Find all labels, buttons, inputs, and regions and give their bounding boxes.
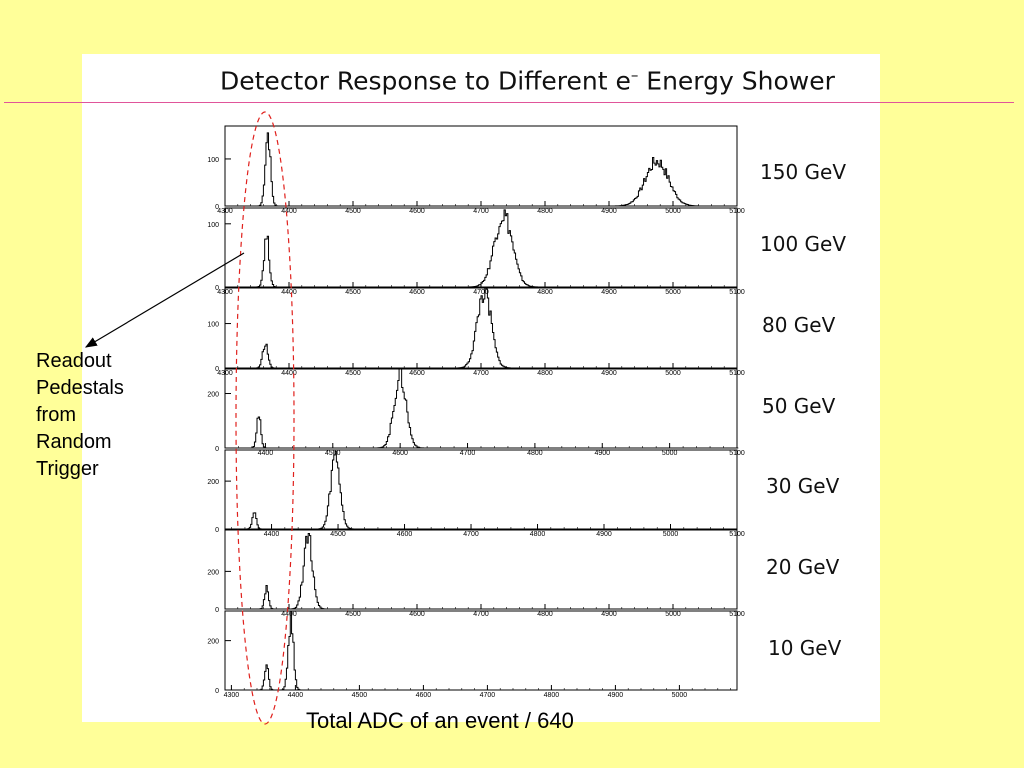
x-tick-label: 4700: [473, 208, 489, 215]
x-tick-label: 4700: [473, 611, 489, 618]
histogram-frame: [224, 610, 738, 691]
y-tick-label: 0: [215, 366, 219, 373]
y-tick-label: 0: [215, 607, 219, 614]
histogram-series: [225, 451, 737, 530]
pedestal-annotation: Readout Pedestals from Random Trigger: [36, 348, 124, 483]
x-tick-label: 4900: [608, 692, 624, 699]
x-tick-label: 4600: [397, 531, 413, 538]
x-tick-label: 4300: [224, 692, 240, 699]
pedestal-ellipse: [235, 111, 295, 725]
histogram-series: [225, 610, 737, 691]
y-tick-label: 0: [215, 285, 219, 292]
x-tick-label: 4800: [544, 692, 560, 699]
x-tick-label: 4600: [416, 692, 432, 699]
annotation-line: Pedestals: [36, 377, 124, 399]
annotation-line: Random: [36, 431, 112, 453]
x-tick-label: 4600: [409, 208, 425, 215]
histogram-frame: [224, 529, 738, 610]
y-tick-label: 200: [207, 479, 219, 486]
y-tick-label: 0: [215, 446, 219, 453]
annotation-line: Trigger: [36, 458, 99, 480]
title-superscript: –: [630, 66, 639, 84]
x-tick-label: 4600: [409, 611, 425, 618]
x-tick-label: 4500: [345, 289, 361, 296]
x-tick-label: 4500: [345, 370, 361, 377]
x-tick-label: 4400: [258, 450, 274, 457]
x-tick-label: 4700: [473, 370, 489, 377]
y-tick-label: 200: [207, 392, 219, 399]
histogram-frame: [224, 287, 738, 369]
x-tick-label: 4900: [596, 531, 612, 538]
x-tick-label: 4900: [601, 289, 617, 296]
histogram-series: [225, 533, 737, 610]
x-tick-label: 4500: [330, 531, 346, 538]
histogram-series: [225, 287, 737, 369]
histogram-frame: [224, 449, 738, 530]
x-tick-label: 4900: [601, 370, 617, 377]
energy-label: 10 GeV: [768, 636, 842, 660]
x-tick-label: 4900: [594, 450, 610, 457]
x-tick-label: 4600: [392, 450, 408, 457]
y-tick-label: 100: [207, 157, 219, 164]
x-tick-label: 4600: [409, 289, 425, 296]
x-tick-label: 4500: [345, 208, 361, 215]
x-axis-label: Total ADC of an event / 640: [306, 708, 574, 733]
slide-title: Detector Response to Different e– Energy…: [220, 66, 880, 95]
x-tick-label: 4800: [527, 450, 543, 457]
energy-label: 150 GeV: [760, 160, 847, 184]
x-tick-label: 4400: [281, 289, 297, 296]
x-tick-label: 5000: [665, 370, 681, 377]
energy-label: 80 GeV: [762, 313, 836, 337]
y-tick-label: 100: [207, 222, 219, 229]
y-tick-label: 0: [215, 204, 219, 211]
x-tick-label: 4800: [537, 611, 553, 618]
histogram-series: [225, 368, 739, 449]
x-tick-label: 4500: [345, 611, 361, 618]
x-tick-label: 4400: [264, 531, 280, 538]
x-tick-label: 4700: [463, 531, 479, 538]
x-tick-label: 4700: [473, 289, 489, 296]
x-tick-label: 4700: [480, 692, 496, 699]
y-tick-label: 100: [207, 322, 219, 329]
y-tick-label: 0: [215, 688, 219, 695]
x-tick-label: 4700: [460, 450, 476, 457]
y-tick-label: 200: [207, 639, 219, 646]
title-end: Energy Shower: [638, 66, 835, 96]
x-tick-label: 4400: [281, 370, 297, 377]
y-tick-label: 0: [215, 527, 219, 534]
annotation-line: from: [36, 404, 76, 426]
annotation-arrow: [84, 252, 245, 348]
x-tick-label: 5000: [672, 692, 688, 699]
energy-label: 30 GeV: [766, 474, 840, 498]
x-tick-label: 4500: [325, 450, 341, 457]
histogram-series: [225, 132, 737, 207]
x-tick-label: 4400: [281, 611, 297, 618]
energy-label: 100 GeV: [760, 232, 847, 256]
x-tick-label: 5000: [665, 289, 681, 296]
x-tick-label: 4500: [352, 692, 368, 699]
x-tick-label: 4900: [601, 611, 617, 618]
histogram-series: [225, 209, 737, 288]
x-tick-label: 5000: [665, 611, 681, 618]
x-tick-label: 4800: [537, 289, 553, 296]
x-tick-label: 4400: [281, 208, 297, 215]
x-tick-label: 5000: [665, 208, 681, 215]
x-tick-label: 4800: [537, 208, 553, 215]
histogram-frame: [224, 207, 738, 288]
energy-label: 20 GeV: [766, 555, 840, 579]
annotation-line: Readout: [36, 350, 112, 372]
x-tick-label: 4800: [537, 370, 553, 377]
histogram-frame: [224, 368, 738, 449]
energy-label: 50 GeV: [762, 394, 836, 418]
x-tick-label: 4900: [601, 208, 617, 215]
y-tick-label: 200: [207, 569, 219, 576]
x-tick-label: 4600: [409, 370, 425, 377]
x-tick-label: 4400: [288, 692, 304, 699]
x-tick-label: 5000: [662, 450, 678, 457]
title-rule: [4, 102, 1014, 103]
title-main: Detector Response to Different e: [220, 66, 631, 96]
x-tick-label: 4800: [530, 531, 546, 538]
x-tick-label: 5000: [663, 531, 679, 538]
